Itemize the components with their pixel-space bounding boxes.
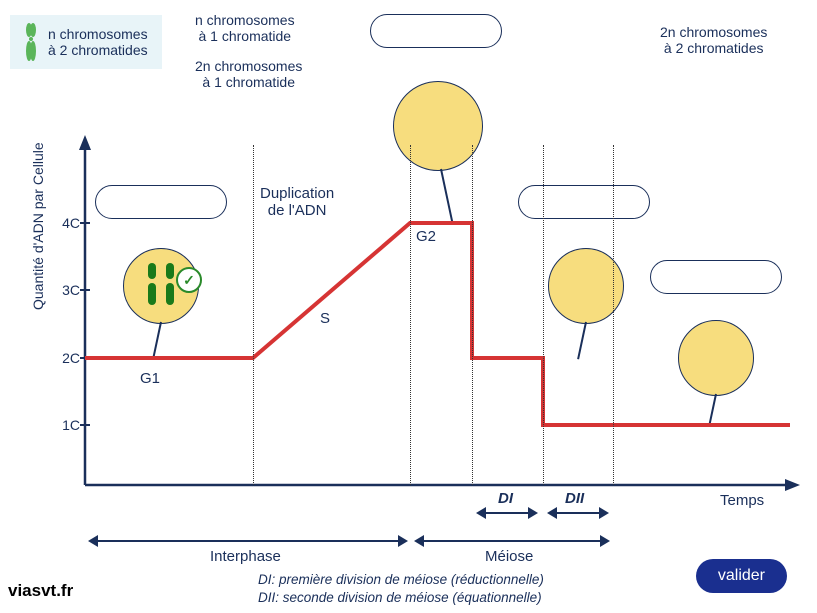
label-n-1chromatide: n chromosomesà 1 chromatide xyxy=(195,12,295,44)
arrow-dii xyxy=(549,512,607,514)
check-icon: ✓ xyxy=(176,267,202,293)
ytick-2c: 2C xyxy=(50,350,80,366)
valider-button[interactable]: valider xyxy=(696,559,787,593)
stem-g1 xyxy=(152,322,162,360)
dropzone-1[interactable] xyxy=(370,14,502,48)
label-2n-2chromatides: 2n chromosomesà 2 chromatides xyxy=(660,24,767,56)
stem-g2 xyxy=(440,169,453,223)
legend-text: n chromosomesà 2 chromatides xyxy=(48,26,148,58)
ytick-3c: 3C xyxy=(50,282,80,298)
label-di: DI xyxy=(498,490,513,507)
cell-d2 xyxy=(678,320,754,396)
label-g1: G1 xyxy=(140,370,160,387)
watermark: viasvt.fr xyxy=(8,581,73,601)
label-meiose: Méiose xyxy=(485,548,533,565)
vdash-5 xyxy=(613,145,614,485)
ytick-1c: 1C xyxy=(50,417,80,433)
caption-di: DI: première division de méiose (réducti… xyxy=(258,572,544,587)
vdash-2 xyxy=(410,145,411,485)
arrow-di xyxy=(478,512,536,514)
vdash-4 xyxy=(543,145,544,485)
legend-box: n chromosomesà 2 chromatides xyxy=(10,15,162,69)
label-temps: Temps xyxy=(720,492,764,509)
dropzone-3[interactable] xyxy=(518,185,650,219)
vdash-3 xyxy=(472,145,473,485)
stem-d2 xyxy=(708,394,717,427)
label-g2: G2 xyxy=(416,228,436,245)
cell-g2 xyxy=(393,81,483,171)
dropzone-4[interactable] xyxy=(650,260,782,294)
label-duplication: Duplicationde l'ADN xyxy=(260,185,334,219)
chromosome-icon xyxy=(24,23,38,61)
label-2n-1chromatide: 2n chromosomesà 1 chromatide xyxy=(195,58,302,90)
caption-dii: DII: seconde division de méiose (équatio… xyxy=(258,590,542,605)
label-dii: DII xyxy=(565,490,584,507)
arrow-interphase xyxy=(90,540,406,542)
dropzone-2[interactable] xyxy=(95,185,227,219)
label-interphase: Interphase xyxy=(210,548,281,565)
y-axis-label: Quantité d'ADN par Cellule xyxy=(30,142,46,310)
arrow-meiose xyxy=(416,540,608,542)
vdash-1 xyxy=(253,145,254,485)
label-s: S xyxy=(320,310,330,327)
cell-g1: ✓ xyxy=(123,248,199,324)
ytick-4c: 4C xyxy=(50,215,80,231)
stem-d1 xyxy=(577,322,587,360)
